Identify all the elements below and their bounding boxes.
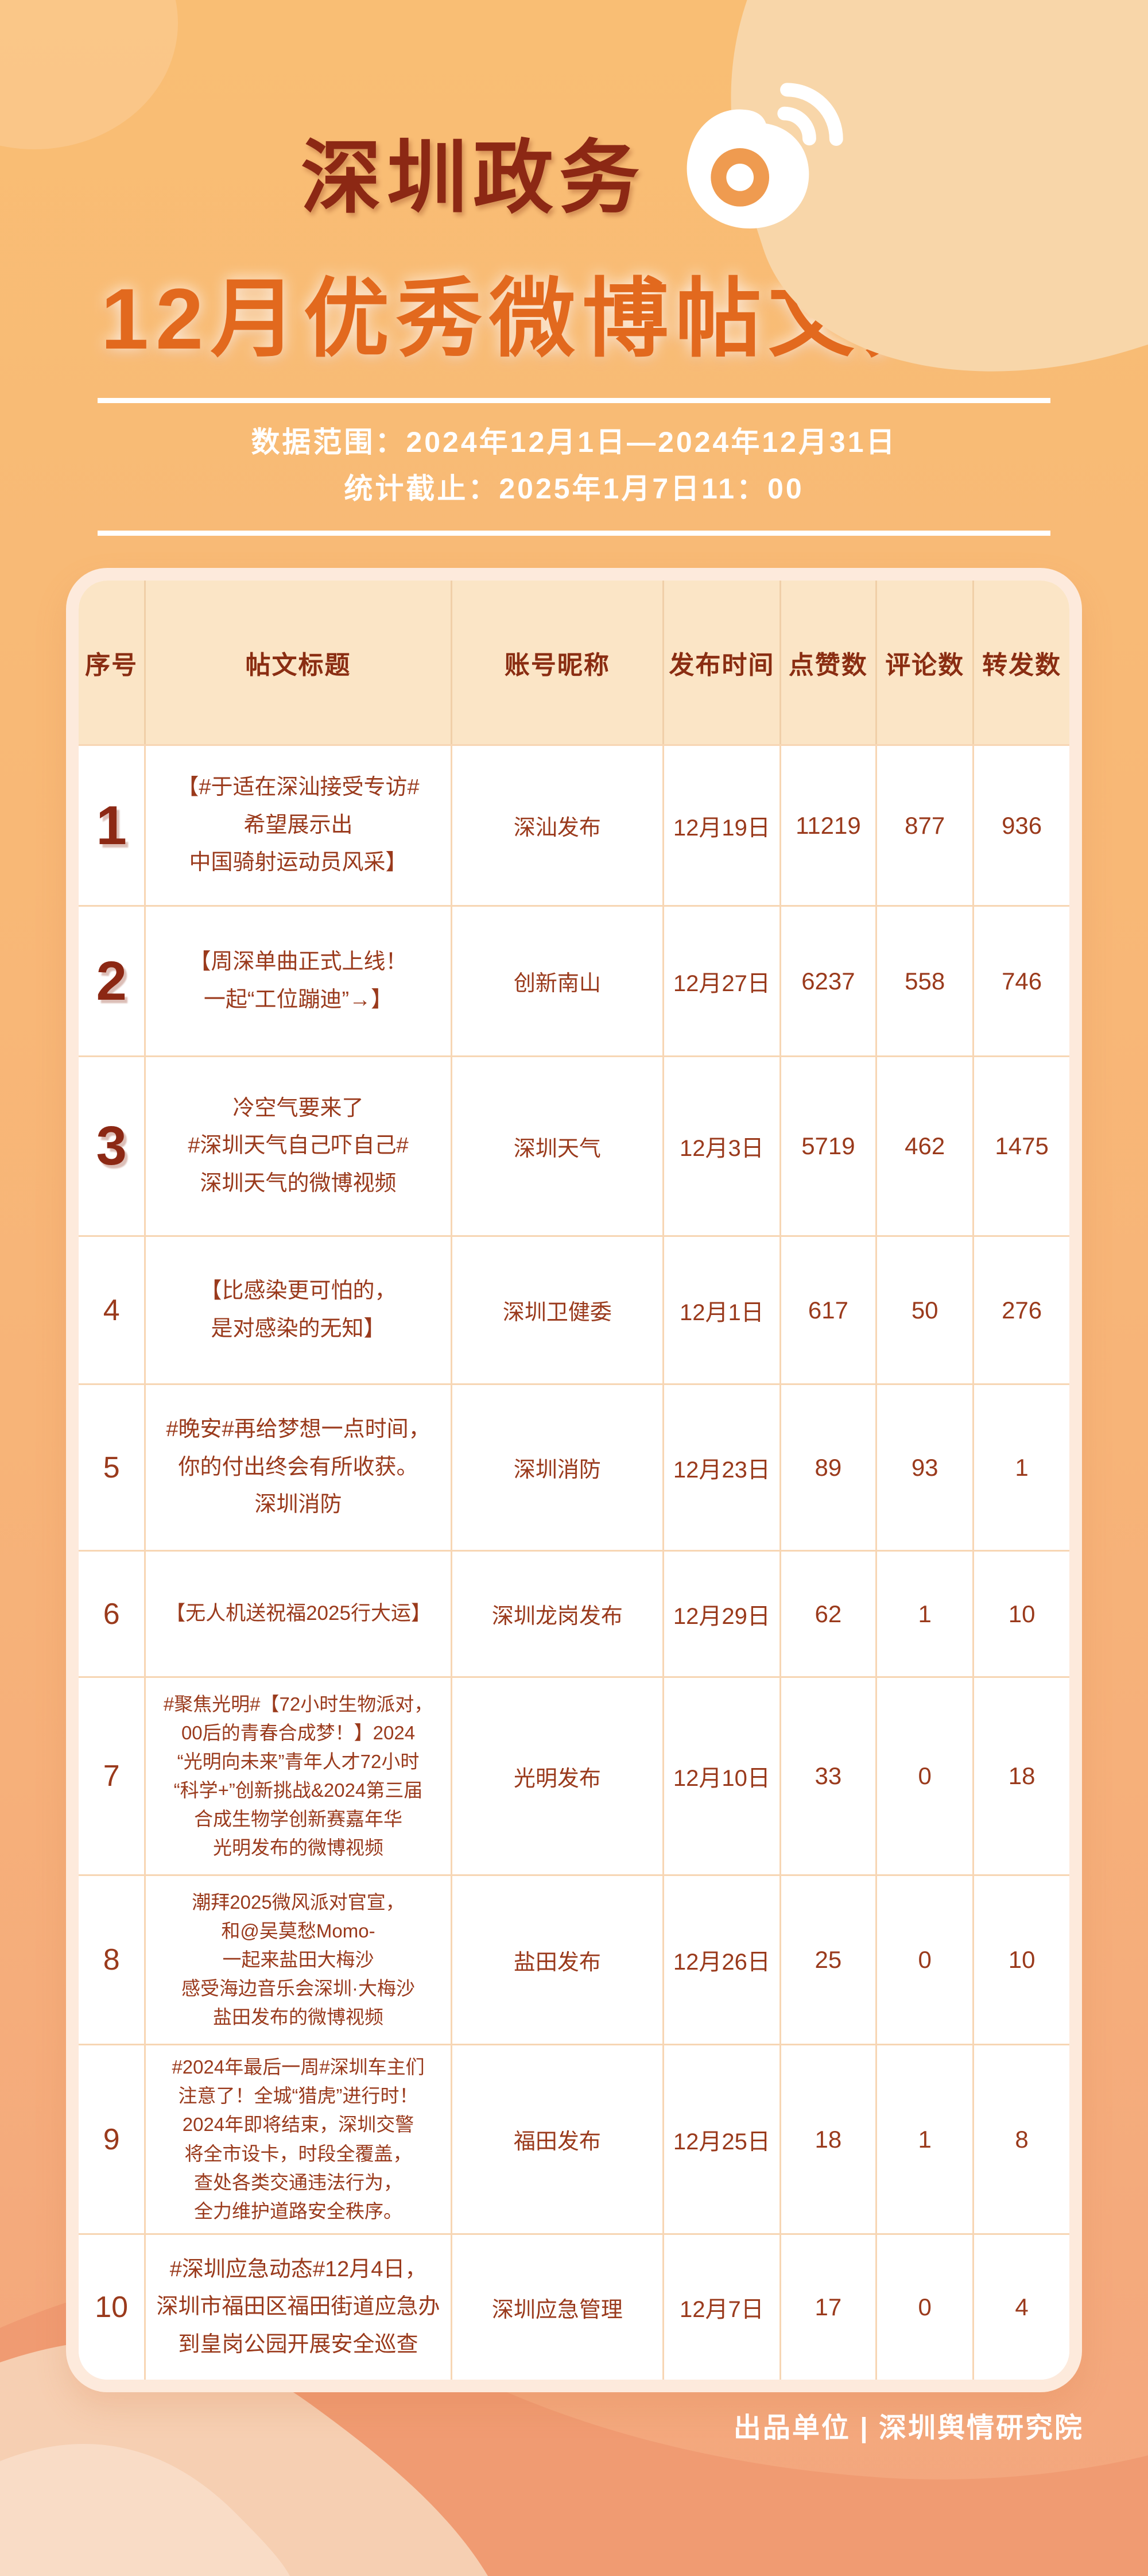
table-row: 10 #深圳应急动态#12月4日， 深圳市福田区福田街道应急办 到皇岗公园开展安… bbox=[79, 2233, 1069, 2380]
likes-count-cell: 25 bbox=[781, 1876, 878, 2044]
table-row: 3 冷空气要来了 #深圳天气自己吓自己# 深圳天气的微博视频 深圳天气 12月3… bbox=[79, 1055, 1069, 1235]
column-header-account: 账号昵称 bbox=[452, 581, 665, 744]
reposts-count-cell: 1 bbox=[1015, 1453, 1029, 1481]
table-header-row: 序号 帖文标题 账号昵称 发布时间 点赞数 评论数 转发数 bbox=[79, 581, 1069, 744]
rank-cell: 6 bbox=[79, 1552, 146, 1676]
rank-cell: 3 bbox=[79, 1057, 146, 1235]
table-row: 2 【周深单曲正式上线！ 一起“工位蹦迪”→】 创新南山 12月27日 6237… bbox=[79, 905, 1069, 1055]
publish-date-cell: 12月10日 bbox=[664, 1678, 781, 1874]
rank-cell: 4 bbox=[79, 1237, 146, 1383]
post-title-cell: 【周深单曲正式上线！ 一起“工位蹦迪”→】 bbox=[146, 907, 452, 1055]
comments-count-cell: 1 bbox=[877, 2045, 975, 2233]
likes-count-cell: 17 bbox=[781, 2235, 878, 2380]
comments-count-cell: 50 bbox=[877, 1237, 975, 1383]
posts-table: 序号 帖文标题 账号昵称 发布时间 点赞数 评论数 转发数 1 【#于适在深汕接… bbox=[66, 568, 1082, 2392]
comments-count-cell: 0 bbox=[877, 2235, 975, 2380]
likes-count-cell: 89 bbox=[781, 1385, 878, 1550]
publish-date-cell: 12月19日 bbox=[664, 746, 781, 905]
table-row: 6 【无人机送祝福2025行大运】 深圳龙岗发布 12月29日 62 1 10 bbox=[79, 1550, 1069, 1676]
table-row: 4 【比感染更可怕的， 是对感染的无知】 深圳卫健委 12月1日 617 50 … bbox=[79, 1235, 1069, 1383]
account-name-cell: 福田发布 bbox=[452, 2045, 665, 2233]
meta-panel: 数据范围：2024年12月1日—2024年12月31日 统计截止：2025年1月… bbox=[98, 398, 1050, 536]
rank-cell: 10 bbox=[79, 2235, 146, 2380]
account-name-cell: 深圳天气 bbox=[452, 1057, 665, 1235]
reposts-count-cell: 10 bbox=[1008, 1600, 1035, 1627]
comments-count-cell: 1 bbox=[877, 1552, 975, 1676]
table-row: 8 潮拜2025微风派对官宣， 和@吴莫愁Momo- 一起来盐田大梅沙 感受海边… bbox=[79, 1874, 1069, 2044]
comments-count-cell: 558 bbox=[877, 907, 975, 1055]
table-row: 1 【#于适在深汕接受专访# 希望展示出 中国骑射运动员风采】 深汕发布 12月… bbox=[79, 744, 1069, 905]
column-header-likes: 点赞数 bbox=[781, 581, 878, 744]
reposts-count-cell: 276 bbox=[1002, 1296, 1042, 1324]
rank-cell: 5 bbox=[79, 1385, 146, 1550]
publish-date-cell: 12月25日 bbox=[664, 2045, 781, 2233]
column-header-title: 帖文标题 bbox=[146, 581, 452, 744]
publish-date-cell: 12月23日 bbox=[664, 1385, 781, 1550]
brand-title: 深圳政务 bbox=[300, 133, 645, 223]
likes-count-cell: 33 bbox=[781, 1678, 878, 1874]
reposts-count-cell: 4 bbox=[1015, 2293, 1029, 2320]
weibo-logo-icon bbox=[687, 83, 843, 229]
comments-count-cell: 93 bbox=[877, 1385, 975, 1550]
reposts-count-cell: 18 bbox=[1008, 1762, 1035, 1789]
publish-date-cell: 12月1日 bbox=[664, 1237, 781, 1383]
publish-date-cell: 12月3日 bbox=[664, 1057, 781, 1235]
post-title-cell: #聚焦光明#【72小时生物派对， 00后的青春合成梦！】2024 “光明向未来”… bbox=[146, 1678, 452, 1874]
post-title-cell: 潮拜2025微风派对官宣， 和@吴莫愁Momo- 一起来盐田大梅沙 感受海边音乐… bbox=[146, 1876, 452, 2044]
table-body: 1 【#于适在深汕接受专访# 希望展示出 中国骑射运动员风采】 深汕发布 12月… bbox=[79, 744, 1069, 2380]
publish-date-cell: 12月27日 bbox=[664, 907, 781, 1055]
table-row: 7 #聚焦光明#【72小时生物派对， 00后的青春合成梦！】2024 “光明向未… bbox=[79, 1676, 1069, 1874]
column-header-rank: 序号 bbox=[79, 581, 146, 744]
reposts-count-cell: 746 bbox=[1002, 967, 1042, 995]
meta-data-range: 数据范围：2024年12月1日—2024年12月31日 bbox=[251, 426, 897, 458]
column-header-date: 发布时间 bbox=[664, 581, 781, 744]
table-row: 9 #2024年最后一周#深圳车主们 注意了！全城“猎虎”进行时！ 2024年即… bbox=[79, 2044, 1069, 2233]
publish-date-cell: 12月7日 bbox=[664, 2235, 781, 2380]
account-name-cell: 深圳龙岗发布 bbox=[452, 1552, 665, 1676]
account-name-cell: 深圳消防 bbox=[452, 1385, 665, 1550]
publish-date-cell: 12月26日 bbox=[664, 1876, 781, 2044]
publish-date-cell: 12月29日 bbox=[664, 1552, 781, 1676]
rank-cell: 9 bbox=[79, 2045, 146, 2233]
post-title-cell: #2024年最后一周#深圳车主们 注意了！全城“猎虎”进行时！ 2024年即将结… bbox=[146, 2045, 452, 2233]
rank-cell: 7 bbox=[79, 1678, 146, 1874]
likes-count-cell: 6237 bbox=[781, 907, 878, 1055]
likes-count-cell: 62 bbox=[781, 1552, 878, 1676]
reposts-count-cell: 936 bbox=[1002, 811, 1042, 839]
column-header-comments: 评论数 bbox=[877, 581, 975, 744]
post-title-cell: 【#于适在深汕接受专访# 希望展示出 中国骑射运动员风采】 bbox=[146, 746, 452, 905]
account-name-cell: 深圳应急管理 bbox=[452, 2235, 665, 2380]
producer-credit: 出品单位 | 深圳舆情研究院 bbox=[733, 2413, 1084, 2443]
rank-cell: 8 bbox=[79, 1876, 146, 2044]
rank-cell: 2 bbox=[79, 907, 146, 1055]
likes-count-cell: 18 bbox=[781, 2045, 878, 2233]
rank-cell: 1 bbox=[79, 746, 146, 905]
likes-count-cell: 5719 bbox=[781, 1057, 878, 1235]
account-name-cell: 深圳卫健委 bbox=[452, 1237, 665, 1383]
post-title-cell: 【无人机送祝福2025行大运】 bbox=[146, 1552, 452, 1676]
reposts-count-cell: 10 bbox=[1008, 1946, 1035, 1973]
account-name-cell: 深汕发布 bbox=[452, 746, 665, 905]
reposts-count-cell: 8 bbox=[1015, 2125, 1029, 2153]
likes-count-cell: 11219 bbox=[781, 746, 878, 905]
comments-count-cell: 877 bbox=[877, 746, 975, 905]
comments-count-cell: 462 bbox=[877, 1057, 975, 1235]
account-name-cell: 光明发布 bbox=[452, 1678, 665, 1874]
meta-cutoff-time: 统计截止：2025年1月7日11：00 bbox=[344, 473, 804, 505]
account-name-cell: 创新南山 bbox=[452, 907, 665, 1055]
account-name-cell: 盐田发布 bbox=[452, 1876, 665, 2044]
post-title-cell: 【比感染更可怕的， 是对感染的无知】 bbox=[146, 1237, 452, 1383]
post-title-cell: 冷空气要来了 #深圳天气自己吓自己# 深圳天气的微博视频 bbox=[146, 1057, 452, 1235]
comments-count-cell: 0 bbox=[877, 1678, 975, 1874]
likes-count-cell: 617 bbox=[781, 1237, 878, 1383]
post-title-cell: #晚安#再给梦想一点时间， 你的付出终会有所收获。 深圳消防 bbox=[146, 1385, 452, 1550]
comments-count-cell: 0 bbox=[877, 1876, 975, 2044]
column-header-reposts: 转发数 bbox=[982, 651, 1062, 679]
post-title-cell: #深圳应急动态#12月4日， 深圳市福田区福田街道应急办 到皇岗公园开展安全巡查 bbox=[146, 2235, 452, 2380]
brand-row: 深圳政务 bbox=[0, 0, 1148, 246]
table-row: 5 #晚安#再给梦想一点时间， 你的付出终会有所收获。 深圳消防 深圳消防 12… bbox=[79, 1383, 1069, 1550]
reposts-count-cell: 1475 bbox=[995, 1132, 1049, 1159]
